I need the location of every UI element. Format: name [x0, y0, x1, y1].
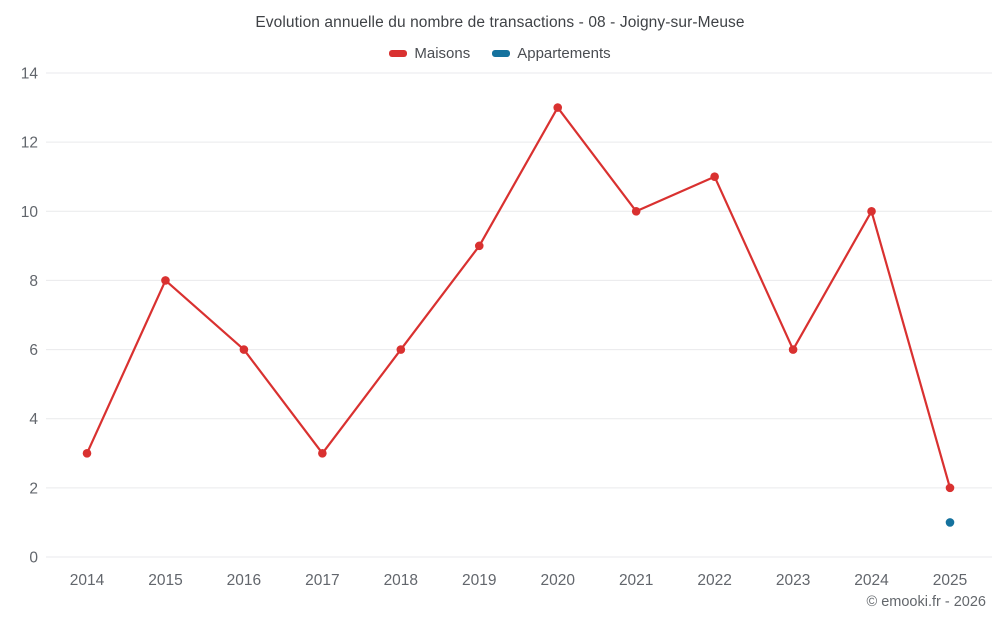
- maisons-point-2020[interactable]: [553, 103, 563, 112]
- x-tick-label-2025: 2025: [933, 572, 967, 589]
- y-tick-label-4: 4: [29, 411, 38, 428]
- y-tick-label-10: 10: [21, 204, 39, 221]
- maisons-point-2014[interactable]: [82, 448, 92, 458]
- y-tick-label-2: 2: [29, 480, 38, 497]
- x-tick-label-2014: 2014: [70, 572, 105, 589]
- legend-label-appartements: Appartements: [517, 45, 611, 62]
- footer-credit: © emooki.fr - 2026: [866, 594, 986, 610]
- maisons-point-2015[interactable]: [161, 276, 170, 285]
- maisons-point-2024[interactable]: [867, 206, 876, 216]
- x-tick-label-2021: 2021: [619, 572, 653, 589]
- maisons-point-2019[interactable]: [474, 241, 484, 251]
- y-tick-label-0: 0: [29, 550, 38, 567]
- x-tick-label-2015: 2015: [148, 572, 182, 589]
- maisons-point-2018[interactable]: [396, 345, 406, 354]
- x-tick-label-2020: 2020: [540, 572, 575, 589]
- appartements-legend-swatch-icon: [492, 50, 511, 57]
- x-tick-label-2016: 2016: [227, 572, 261, 589]
- x-tick-label-2017: 2017: [305, 572, 339, 589]
- y-tick-label-12: 12: [21, 135, 38, 152]
- legend-item-appartements[interactable]: Appartements: [492, 45, 611, 62]
- y-tick-label-8: 8: [29, 273, 38, 290]
- appartements-point-2025[interactable]: [945, 518, 955, 527]
- x-tick-label-2019: 2019: [462, 572, 496, 589]
- x-tick-label-2018: 2018: [384, 572, 418, 589]
- y-tick-label-14: 14: [21, 66, 39, 83]
- y-tick-label-6: 6: [29, 342, 38, 359]
- x-tick-label-2022: 2022: [697, 572, 731, 589]
- maisons-legend-swatch-icon: [389, 50, 408, 57]
- chart-legend: Maisons Appartements: [0, 45, 1000, 62]
- maisons-line: [85, 106, 952, 489]
- maisons-point-2023[interactable]: [788, 345, 798, 354]
- maisons-point-2021[interactable]: [631, 206, 641, 216]
- maisons-point-2025[interactable]: [945, 483, 955, 493]
- maisons-point-2022[interactable]: [710, 172, 719, 182]
- legend-item-maisons[interactable]: Maisons: [389, 45, 470, 62]
- chart-title: Evolution annuelle du nombre de transact…: [255, 14, 745, 31]
- maisons-point-2016[interactable]: [239, 345, 249, 354]
- legend-label-maisons: Maisons: [414, 45, 471, 62]
- maisons-point-2017[interactable]: [318, 448, 327, 458]
- x-tick-label-2023: 2023: [776, 572, 810, 589]
- x-tick-label-2024: 2024: [854, 572, 889, 589]
